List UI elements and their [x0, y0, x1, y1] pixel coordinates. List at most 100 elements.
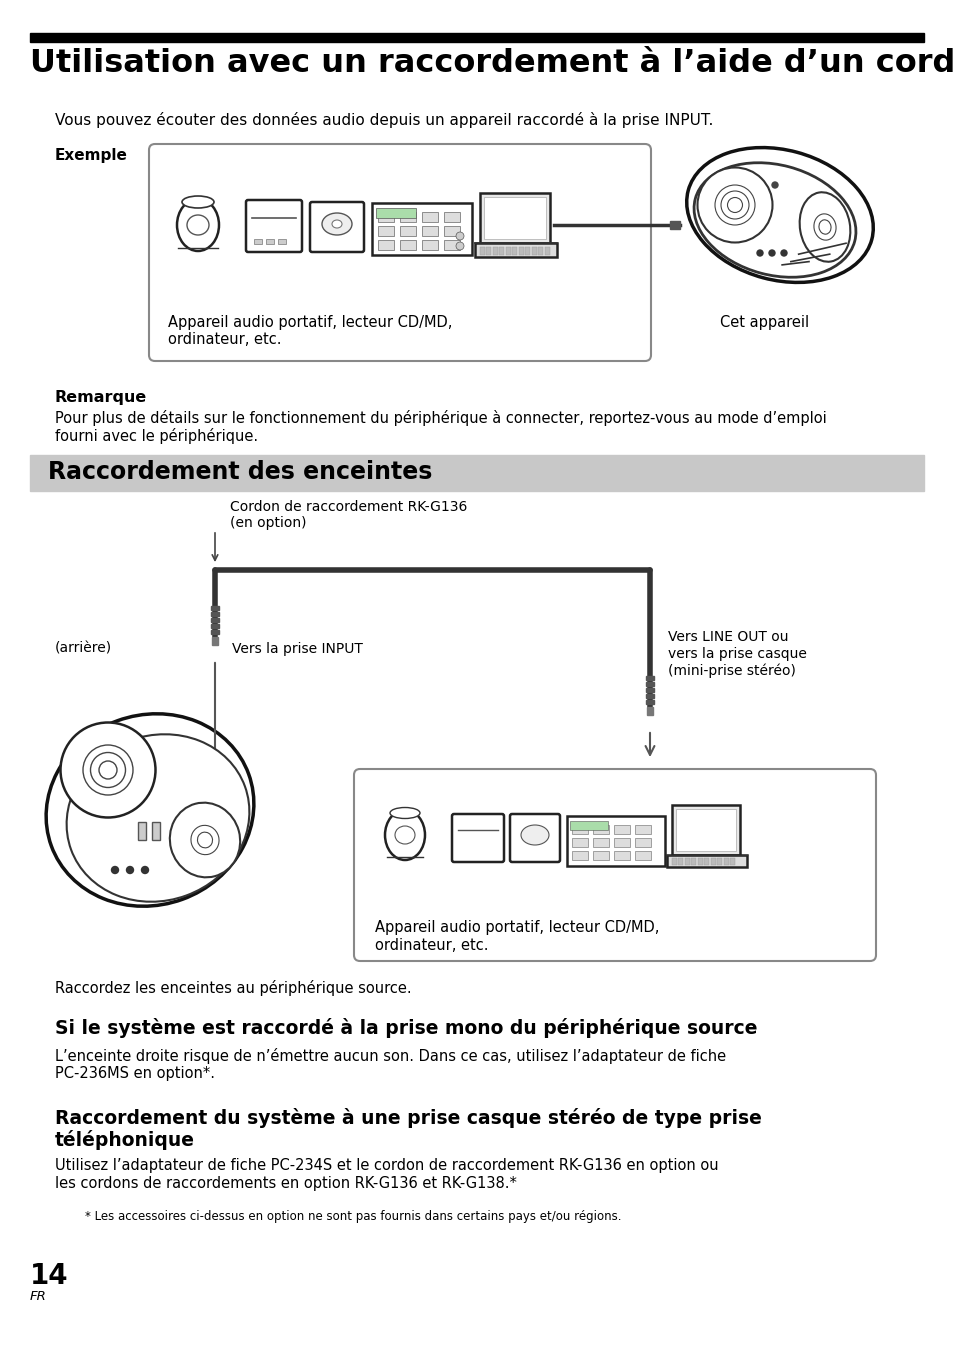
Ellipse shape [686, 148, 872, 282]
Bar [572, 825, 587, 835]
Bar [277, 239, 286, 244]
Bar [544, 247, 550, 255]
Ellipse shape [520, 825, 548, 845]
Circle shape [771, 182, 778, 189]
Text: Pour plus de détails sur le fonctionnement du périphérique à connecter, reportez: Pour plus de détails sur le fonctionneme… [55, 410, 826, 426]
Bar [443, 212, 459, 223]
Bar [635, 825, 650, 835]
Bar [421, 240, 437, 250]
Bar [372, 204, 472, 255]
Bar [678, 858, 682, 864]
Text: FR: FR [30, 1291, 47, 1303]
Circle shape [757, 250, 762, 256]
Bar [479, 193, 550, 243]
Bar [532, 247, 537, 255]
Ellipse shape [694, 163, 855, 277]
Ellipse shape [395, 826, 415, 844]
Bar [684, 858, 689, 864]
Bar [421, 212, 437, 223]
Bar [375, 208, 416, 218]
Text: ordinateur, etc.: ordinateur, etc. [168, 332, 281, 347]
Bar [211, 624, 219, 628]
Text: Vers la prise INPUT: Vers la prise INPUT [232, 642, 362, 655]
Ellipse shape [385, 810, 424, 860]
Bar [614, 851, 629, 860]
Ellipse shape [182, 195, 213, 208]
Bar [266, 239, 274, 244]
Text: (en option): (en option) [230, 516, 306, 531]
Bar [537, 247, 543, 255]
FancyBboxPatch shape [354, 769, 875, 961]
Circle shape [456, 232, 463, 240]
Bar [645, 683, 654, 687]
Bar [593, 839, 608, 847]
Bar [483, 197, 545, 239]
Text: (arrière): (arrière) [55, 642, 112, 655]
Bar [443, 240, 459, 250]
Bar [211, 617, 219, 622]
Bar [635, 839, 650, 847]
Bar [399, 240, 416, 250]
Text: téléphonique: téléphonique [55, 1130, 194, 1149]
Circle shape [781, 250, 786, 256]
Bar [479, 247, 484, 255]
Circle shape [112, 867, 118, 874]
Text: Vers LINE OUT ou: Vers LINE OUT ou [667, 630, 788, 645]
Bar [253, 239, 262, 244]
Bar [691, 858, 696, 864]
Bar [572, 851, 587, 860]
Bar [698, 858, 702, 864]
Bar [493, 247, 497, 255]
Bar [646, 707, 652, 715]
Text: PC-236MS en option*.: PC-236MS en option*. [55, 1067, 214, 1082]
Bar [377, 212, 394, 223]
Bar [569, 821, 607, 830]
Bar [512, 247, 517, 255]
Ellipse shape [170, 802, 240, 878]
Ellipse shape [799, 193, 849, 262]
Circle shape [127, 867, 133, 874]
Bar [645, 688, 654, 692]
Text: (mini-prise stéréo): (mini-prise stéréo) [667, 664, 795, 678]
Text: * Les accessoires ci-dessus en option ne sont pas fournis dans certains pays et/: * Les accessoires ci-dessus en option ne… [85, 1210, 620, 1223]
Bar [730, 858, 735, 864]
Text: Utilisez l’adaptateur de fiche PC-234S et le cordon de raccordement RK-G136 en o: Utilisez l’adaptateur de fiche PC-234S e… [55, 1158, 718, 1172]
Bar [443, 227, 459, 236]
Text: 14: 14 [30, 1262, 69, 1291]
Ellipse shape [177, 199, 219, 251]
Ellipse shape [697, 167, 772, 243]
Text: Cet appareil: Cet appareil [720, 315, 808, 330]
Circle shape [456, 242, 463, 250]
Ellipse shape [60, 722, 155, 817]
Bar [635, 851, 650, 860]
Text: ordinateur, etc.: ordinateur, etc. [375, 938, 488, 953]
Bar [666, 855, 746, 867]
Text: L’enceinte droite risque de n’émettre aucun son. Dans ce cas, utilisez l’adaptat: L’enceinte droite risque de n’émettre au… [55, 1048, 725, 1064]
Bar [30, 33, 923, 42]
Bar [669, 221, 679, 229]
Bar [499, 247, 504, 255]
Bar [475, 243, 557, 256]
Bar [593, 825, 608, 835]
Bar [676, 809, 735, 851]
Bar [710, 858, 716, 864]
Bar [572, 839, 587, 847]
Circle shape [141, 867, 149, 874]
Text: fourni avec le périphérique.: fourni avec le périphérique. [55, 427, 258, 444]
Text: Raccordement des enceintes: Raccordement des enceintes [48, 460, 432, 484]
Ellipse shape [390, 807, 419, 818]
Text: Raccordement du système à une prise casque stéréo de type prise: Raccordement du système à une prise casq… [55, 1109, 761, 1128]
Bar [505, 247, 511, 255]
Bar [421, 227, 437, 236]
Bar [645, 693, 654, 697]
FancyBboxPatch shape [452, 814, 503, 862]
Bar [645, 700, 654, 704]
Bar [211, 607, 219, 611]
Text: Remarque: Remarque [55, 389, 147, 404]
Text: Utilisation avec un raccordement à l’aide d’un cordon: Utilisation avec un raccordement à l’aid… [30, 47, 953, 79]
Text: Appareil audio portatif, lecteur CD/MD,: Appareil audio portatif, lecteur CD/MD, [375, 920, 659, 935]
Text: les cordons de raccordements en option RK-G136 et RK-G138.*: les cordons de raccordements en option R… [55, 1177, 517, 1191]
Bar [593, 851, 608, 860]
FancyBboxPatch shape [149, 144, 650, 361]
Bar [377, 240, 394, 250]
